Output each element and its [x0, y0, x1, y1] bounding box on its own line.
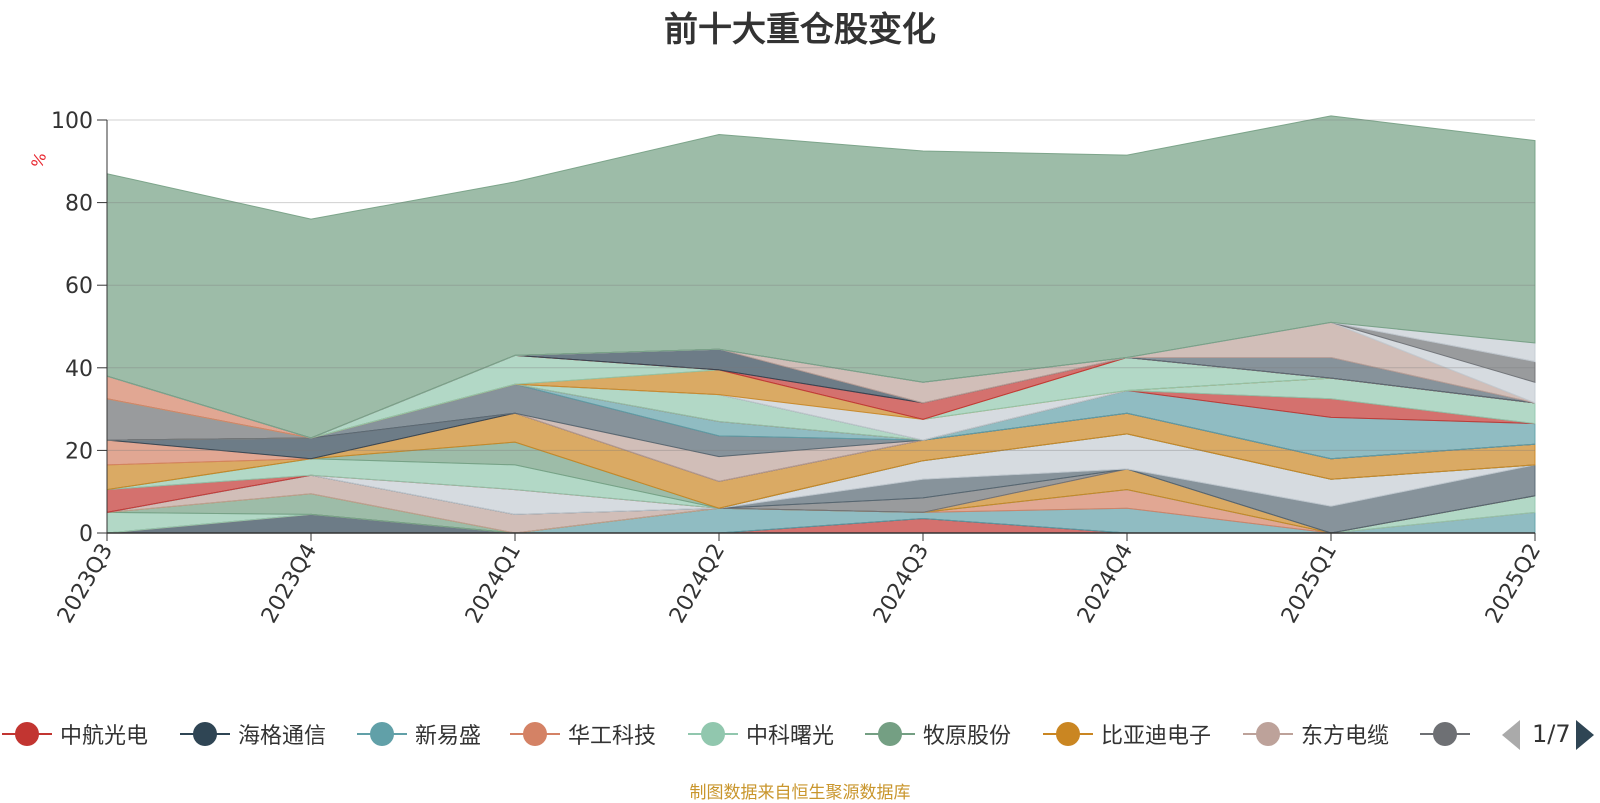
legend-item[interactable]: 牧原股份	[865, 714, 1011, 754]
x-tick-label: 2025Q2	[1481, 540, 1546, 628]
legend-label: 新易盛	[415, 724, 482, 749]
y-tick-label: 0	[79, 522, 93, 547]
legend-label: 中科曙光	[746, 724, 835, 749]
x-tick-label: 2024Q4	[1073, 540, 1138, 628]
legend-label: 中航光电	[60, 724, 149, 749]
chart-plot: 0 20 40 60 80 100 2023Q3 2023Q4 2024Q1 2024Q2 2024…	[27, 109, 1546, 628]
legend-page-indicator: 1/7	[1532, 720, 1571, 748]
legend-prev-page-icon[interactable]	[1502, 720, 1520, 750]
x-tick-label: 2024Q1	[461, 540, 526, 628]
legend-next-page-icon[interactable]	[1576, 720, 1594, 750]
grid-lines	[107, 119, 1535, 451]
legend-label: 比亚迪电子	[1101, 724, 1212, 749]
legend-marker-icon	[865, 719, 915, 749]
legend-label: 华工科技	[568, 724, 657, 749]
legend-marker-icon	[1043, 719, 1093, 749]
legend-marker-icon	[2, 719, 52, 749]
area-series-36	[106, 115, 1536, 439]
x-tick-label: 2025Q1	[1277, 540, 1342, 628]
x-tick-label: 2024Q3	[869, 540, 934, 628]
legend-marker-icon	[688, 719, 738, 749]
chart-title: 前十大重仓股变化	[664, 10, 936, 50]
legend-marker-icon	[180, 719, 230, 749]
legend-item[interactable]: 海格通信	[180, 714, 326, 754]
legend-marker-icon	[1243, 719, 1293, 749]
legend-pager: 1/7	[1490, 716, 1600, 756]
stacked-areas	[106, 115, 1536, 534]
y-tick-label: 20	[65, 439, 93, 464]
x-tick-label: 2023Q3	[53, 540, 118, 628]
legend-item[interactable]: 中科曙光	[688, 714, 834, 754]
legend-marker-icon	[510, 719, 560, 749]
y-tick-label: 60	[65, 274, 93, 299]
legend-label: 牧原股份	[923, 724, 1012, 749]
y-axis-unit-label: %	[27, 150, 50, 171]
legend: 中航光电 海格通信 新易盛 华工科技 中科曙光 牧原股份 比亚迪电子 东方电缆	[0, 714, 1600, 754]
legend-label: 东方电缆	[1301, 724, 1390, 749]
y-tick-label: 40	[65, 357, 93, 382]
legend-marker-icon	[1420, 719, 1470, 749]
legend-item[interactable]	[1420, 714, 1470, 754]
legend-item[interactable]: 中航光电	[2, 714, 148, 754]
legend-marker-icon	[357, 719, 407, 749]
legend-item[interactable]: 比亚迪电子	[1043, 714, 1211, 754]
source-note: 制图数据来自恒生聚源数据库	[689, 783, 911, 803]
y-tick-label: 80	[65, 192, 93, 217]
y-tick-label: 100	[51, 109, 93, 134]
x-tick-label: 2023Q4	[257, 540, 322, 628]
legend-item[interactable]: 东方电缆	[1243, 714, 1389, 754]
legend-item[interactable]: 新易盛	[357, 714, 481, 754]
legend-item[interactable]: 华工科技	[510, 714, 656, 754]
x-tick-label: 2024Q2	[665, 540, 730, 628]
legend-label: 海格通信	[238, 724, 327, 749]
